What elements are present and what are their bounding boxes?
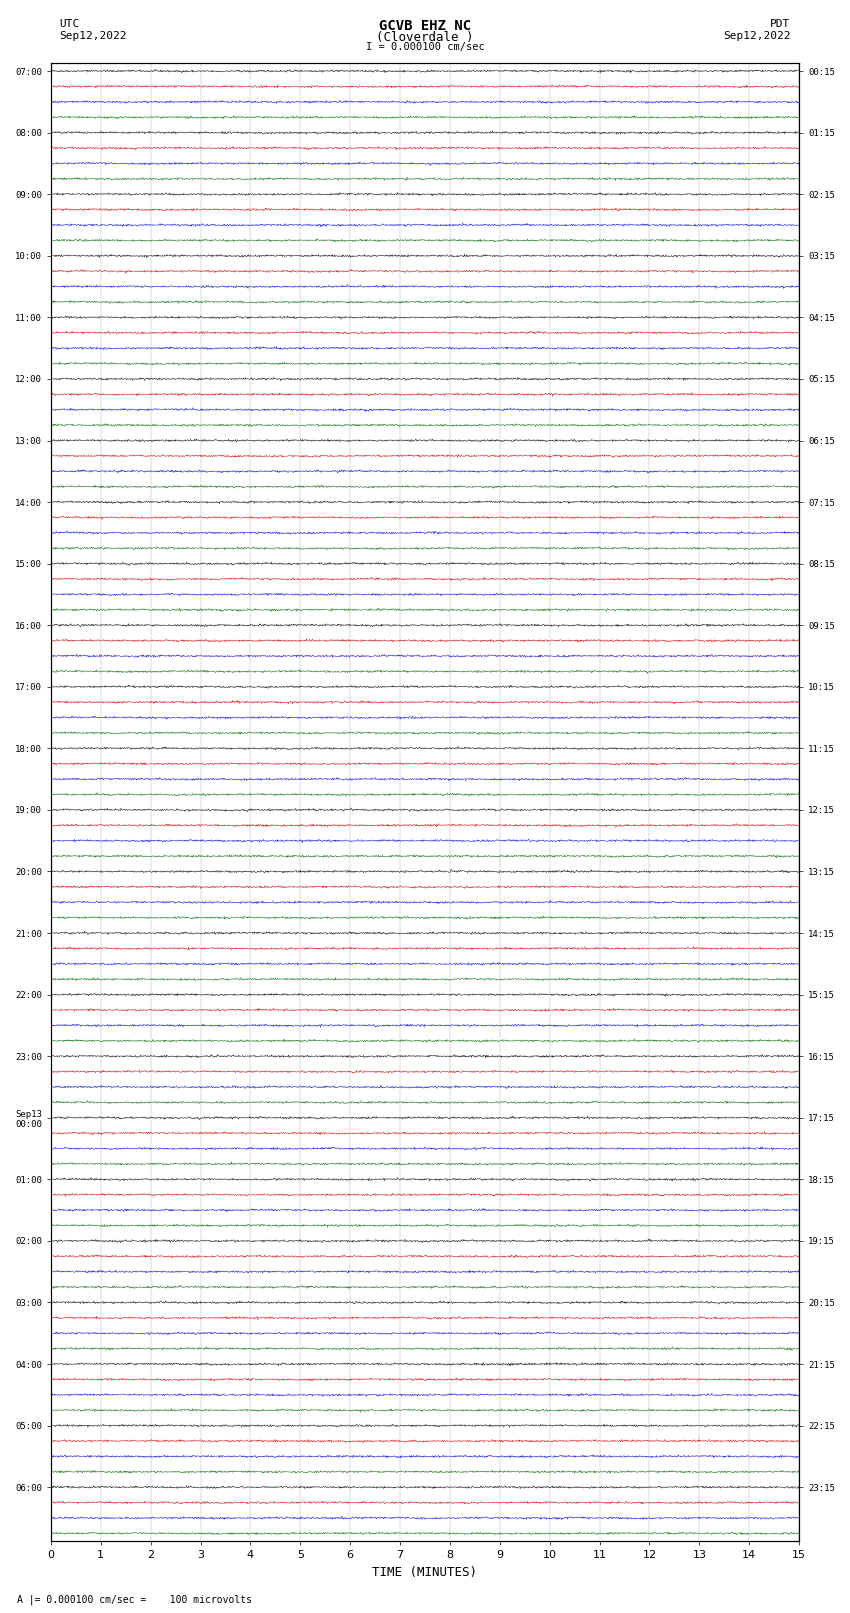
Text: A |= 0.000100 cm/sec =    100 microvolts: A |= 0.000100 cm/sec = 100 microvolts [17, 1594, 252, 1605]
Text: Sep12,2022: Sep12,2022 [60, 31, 127, 40]
Text: GCVB EHZ NC: GCVB EHZ NC [379, 19, 471, 34]
Text: Sep12,2022: Sep12,2022 [723, 31, 791, 40]
Text: PDT: PDT [770, 19, 790, 29]
Text: I = 0.000100 cm/sec: I = 0.000100 cm/sec [366, 42, 484, 52]
X-axis label: TIME (MINUTES): TIME (MINUTES) [372, 1566, 478, 1579]
Text: UTC: UTC [60, 19, 80, 29]
Text: (Cloverdale ): (Cloverdale ) [377, 31, 473, 44]
